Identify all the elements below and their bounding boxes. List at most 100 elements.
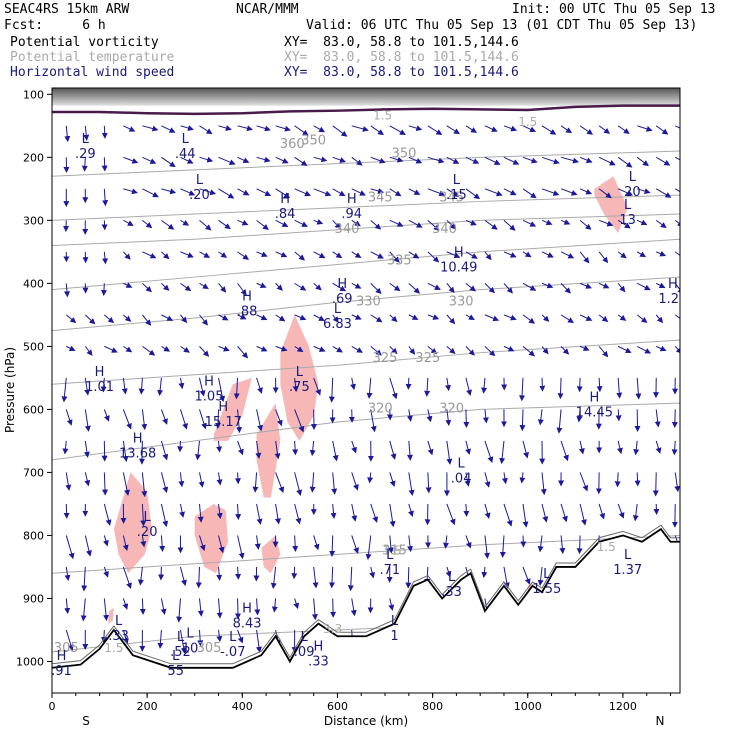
wind-vector — [370, 156, 386, 164]
wind-vector — [142, 219, 153, 229]
wind-vector — [180, 219, 190, 226]
wind-vector — [522, 188, 537, 199]
low-marker: L — [196, 173, 204, 188]
wind-vector — [218, 251, 228, 258]
wind-vector — [179, 409, 188, 430]
extremum-value: 6.83 — [323, 317, 352, 332]
wind-vector — [80, 598, 87, 622]
wind-vector — [294, 156, 308, 167]
wind-vector — [560, 125, 573, 134]
wind-vector — [83, 440, 90, 458]
wind-vector — [446, 503, 456, 526]
wind-vector — [522, 156, 538, 164]
wind-vector — [499, 440, 506, 465]
wind-vector — [443, 535, 449, 549]
wind-vector — [446, 346, 456, 355]
wind-vector — [161, 156, 176, 168]
wind-vector — [616, 377, 623, 399]
wind-vector — [351, 282, 362, 289]
wind-vector — [598, 346, 609, 358]
wind-vector — [367, 472, 374, 484]
terrain-fill — [52, 529, 680, 693]
wind-vector — [61, 377, 68, 403]
wind-vector — [123, 314, 132, 322]
wind-vector — [482, 409, 489, 424]
wind-vector — [484, 251, 492, 261]
extremum-value: 1.01 — [85, 380, 114, 395]
wind-vector — [121, 377, 128, 395]
x-tick-label: 200 — [137, 700, 158, 713]
wind-vector — [81, 566, 88, 592]
wind-vector — [313, 218, 324, 225]
wind-vector — [160, 440, 169, 461]
wind-vector — [294, 409, 305, 433]
extremum-value: 1.05 — [195, 390, 224, 405]
wind-vector — [674, 251, 680, 256]
wind-vector — [178, 472, 185, 488]
wind-vector — [161, 188, 177, 195]
wind-vector — [177, 440, 184, 453]
extremum-value: 10 — [182, 642, 199, 657]
wind-vector — [137, 566, 144, 586]
wind-vector — [332, 282, 347, 292]
x-tick-label: 0 — [49, 700, 56, 713]
wind-vector — [160, 598, 167, 615]
wind-vector — [199, 219, 212, 231]
wind-vector — [122, 440, 129, 463]
wind-vector — [406, 409, 413, 422]
wind-vector — [519, 377, 526, 402]
wind-vector — [160, 472, 169, 494]
wind-vector — [216, 472, 223, 486]
wind-vector — [576, 535, 583, 555]
wind-vector — [142, 156, 157, 164]
low-marker: L — [172, 649, 180, 664]
wind-vector — [62, 440, 69, 455]
wind-vector — [522, 282, 537, 291]
wind-vector — [408, 314, 419, 320]
wind-vector — [271, 598, 278, 613]
wind-vector — [351, 440, 357, 454]
wind-vector — [351, 345, 363, 353]
wind-vector — [235, 503, 242, 521]
wind-vector — [598, 314, 609, 322]
wind-vector — [465, 346, 475, 356]
wind-vector — [65, 629, 74, 651]
wind-vector — [408, 188, 421, 195]
wind-vector — [234, 598, 241, 620]
forecast-hour: Fcst: 6 h — [4, 18, 106, 33]
low-marker: L — [177, 630, 185, 645]
negative-pv-region — [594, 176, 628, 233]
wind-vector — [64, 125, 71, 143]
theta-label: 340 — [335, 222, 360, 237]
low-marker: L — [301, 630, 309, 645]
wind-vector — [142, 188, 159, 198]
wind-vector — [179, 503, 186, 518]
wind-vector — [311, 598, 318, 621]
wind-vector — [579, 503, 587, 526]
y-tick-label: 600 — [23, 403, 44, 416]
wind-vector — [123, 125, 136, 132]
y-tick-label: 200 — [23, 151, 44, 164]
wind-vector — [427, 188, 446, 197]
wind-vector — [142, 314, 152, 326]
wind-vector — [425, 472, 432, 494]
tropopause-pv-contour — [52, 104, 680, 116]
wind-vector — [656, 345, 667, 352]
wind-vector — [103, 503, 112, 526]
high-marker: H — [454, 245, 464, 260]
wind-vector — [256, 409, 264, 432]
wind-vector — [84, 377, 91, 396]
extremum-value: .75 — [289, 380, 310, 395]
wind-vector — [84, 535, 92, 557]
wind-vector — [617, 125, 630, 134]
theta-label: 320 — [368, 402, 393, 417]
wind-vector — [313, 125, 326, 133]
theta-contour — [52, 238, 680, 291]
wind-vector — [216, 566, 223, 581]
wind-vector — [328, 377, 335, 403]
wind-vector — [503, 566, 510, 589]
wind-vector — [370, 503, 379, 523]
wind-vector — [389, 282, 401, 292]
wind-vector — [179, 566, 187, 587]
wind-vector — [370, 283, 382, 295]
